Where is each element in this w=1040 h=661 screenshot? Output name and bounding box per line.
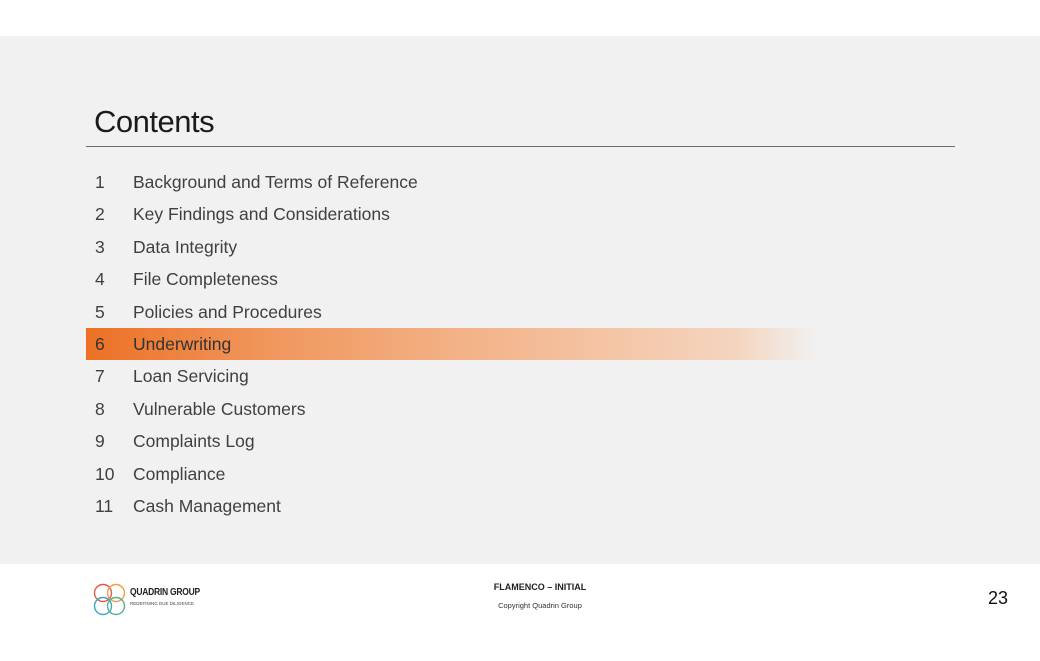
toc-item-label: Cash Management xyxy=(133,495,281,516)
toc-item-number: 3 xyxy=(95,236,105,257)
toc-item-number: 11 xyxy=(95,495,114,516)
logo-name: QUADRIN GROUP xyxy=(130,587,200,598)
toc-item-label: File Completeness xyxy=(133,269,278,290)
toc-item-number: 10 xyxy=(95,463,115,484)
toc-item-number: 9 xyxy=(95,431,105,452)
toc-item-number: 4 xyxy=(95,269,105,290)
toc-item-label: Background and Terms of Reference xyxy=(133,172,418,192)
toc-item-number: 5 xyxy=(95,301,105,322)
page-title: Contents xyxy=(94,104,215,139)
toc-item-label: Policies and Procedures xyxy=(133,301,322,322)
footer-document-title: FLAMENCO – INITIAL xyxy=(493,582,587,592)
logo-circles-icon xyxy=(93,583,126,616)
toc-item[interactable]: 11 Cash Management xyxy=(86,490,955,522)
toc-item-label: Key Findings and Considerations xyxy=(133,204,390,225)
quadrin-logo: QUADRIN GROUP REDEFINING DUE DILIGENCE xyxy=(92,581,202,621)
toc-item-number: 6 xyxy=(95,333,105,354)
toc-item-number: 2 xyxy=(95,204,105,225)
logo-tagline: REDEFINING DUE DILIGENCE xyxy=(130,601,195,606)
toc-item-active[interactable]: 6 Underwriting xyxy=(86,327,955,361)
toc-item-label: Loan Servicing xyxy=(133,366,249,387)
page-number: 23 xyxy=(987,588,1008,608)
toc-item-label: Compliance xyxy=(133,463,226,484)
toc-item-label: Underwriting xyxy=(133,333,232,354)
toc-item[interactable]: 9 Complaints Log xyxy=(86,425,955,457)
toc-item-number: 1 xyxy=(95,172,105,192)
toc-item[interactable]: 10 Compliance xyxy=(86,458,955,490)
toc-item-label: Data Integrity xyxy=(133,236,238,257)
toc-item-number: 7 xyxy=(95,366,105,387)
footer-copyright: Copyright Quadrin Group xyxy=(498,601,582,610)
toc-item[interactable]: 3 Data Integrity xyxy=(86,231,955,263)
table-of-contents: 1 Background and Terms of Reference 2 Key F… xyxy=(86,166,955,522)
toc-item[interactable]: 4 File Completeness xyxy=(86,263,955,295)
toc-item[interactable]: 8 Vulnerable Customers xyxy=(86,393,955,425)
toc-item[interactable]: 2 Key Findings and Considerations xyxy=(86,198,955,230)
toc-item[interactable]: 1 Background and Terms of Reference xyxy=(86,166,955,198)
toc-item-number: 8 xyxy=(95,398,105,419)
slide-body xyxy=(0,36,1040,564)
title-divider xyxy=(86,146,955,147)
toc-item[interactable]: 5 Policies and Procedures xyxy=(86,296,955,328)
toc-item[interactable]: 7 Loan Servicing xyxy=(86,360,955,392)
toc-item-label: Vulnerable Customers xyxy=(133,398,306,419)
toc-item-label: Complaints Log xyxy=(133,431,255,452)
